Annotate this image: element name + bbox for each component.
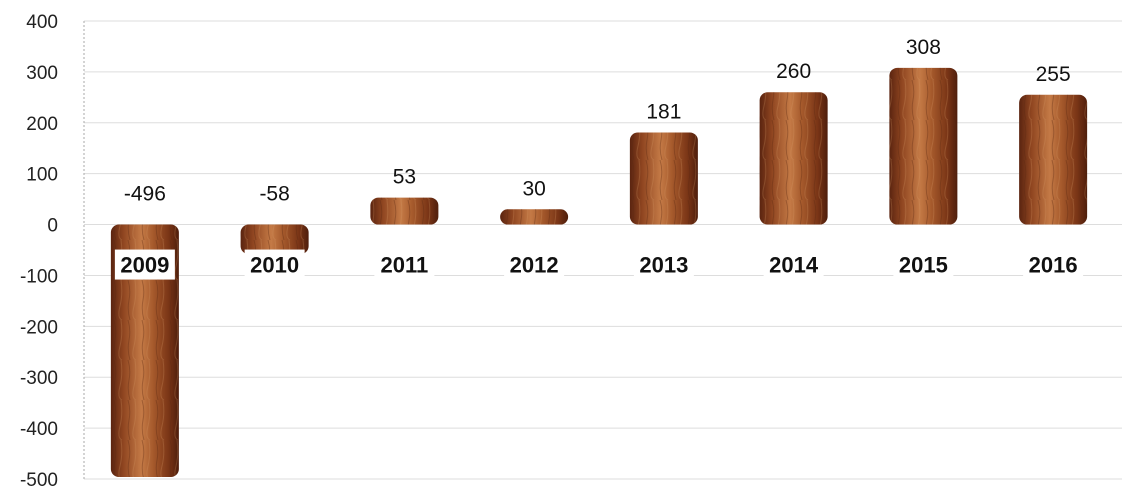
data-label: 255 [1036, 63, 1071, 86]
category-label-bg [374, 249, 435, 280]
x-category-label: 2015 [899, 253, 948, 278]
bars [110, 67, 1088, 477]
category-label-bg [504, 249, 565, 280]
x-category-label: 2012 [510, 253, 559, 278]
bar-2016 [1019, 94, 1088, 225]
bar-grain [240, 224, 309, 255]
bar-2010 [240, 224, 309, 255]
y-tick-label: 300 [26, 63, 58, 84]
data-label: 53 [393, 166, 416, 189]
category-label-bg [244, 249, 305, 280]
y-tick-label: 0 [47, 216, 58, 237]
y-tick-label: -200 [20, 317, 58, 338]
x-category-label: 2014 [769, 253, 819, 278]
data-label: 181 [646, 100, 681, 123]
y-tick-label: -400 [20, 419, 58, 440]
category-label-bg [763, 249, 824, 280]
bar-grain [759, 92, 828, 225]
bar-grain [370, 197, 439, 225]
y-tick-label: 100 [26, 165, 58, 186]
data-label: 308 [906, 36, 941, 59]
bar-grain [500, 209, 569, 225]
bar-grain [889, 67, 958, 225]
data-label: -58 [259, 183, 289, 206]
y-tick-label: -100 [20, 266, 58, 287]
y-tick-label: 200 [26, 114, 58, 135]
x-category-label: 2010 [250, 253, 299, 278]
bar-grain [1019, 94, 1088, 225]
category-label-bg [633, 249, 694, 280]
category-label-bg [114, 249, 175, 280]
x-category-label: 2011 [381, 253, 429, 278]
x-category-label: 2013 [639, 253, 688, 278]
data-label: 260 [776, 60, 811, 83]
x-category-label: 2016 [1029, 253, 1078, 278]
y-tick-label: 400 [26, 12, 58, 33]
bar-2011 [370, 197, 439, 225]
y-axis: 400 300 200 100 0 -100 -200 -300 -400 -500 [20, 12, 85, 488]
category-label-bg [1023, 249, 1084, 280]
y-tick-label: -500 [20, 470, 58, 488]
labels: -496 2009 -58 2010 53 2011 30 2012 181 2013 260 201… [114, 36, 1084, 280]
bar-grain [629, 132, 698, 225]
bar-2012 [500, 209, 569, 225]
bar-2009 [110, 224, 179, 477]
data-label: 30 [522, 177, 545, 200]
data-label: -496 [124, 183, 166, 206]
bar-2015 [889, 67, 958, 225]
bar-2013 [629, 132, 698, 225]
y-tick-label: -300 [20, 368, 58, 389]
bar-grain [110, 224, 179, 477]
x-category-label: 2009 [120, 253, 169, 278]
category-label-bg [893, 249, 954, 280]
gridlines [84, 20, 1122, 480]
bar-2014 [759, 92, 828, 225]
